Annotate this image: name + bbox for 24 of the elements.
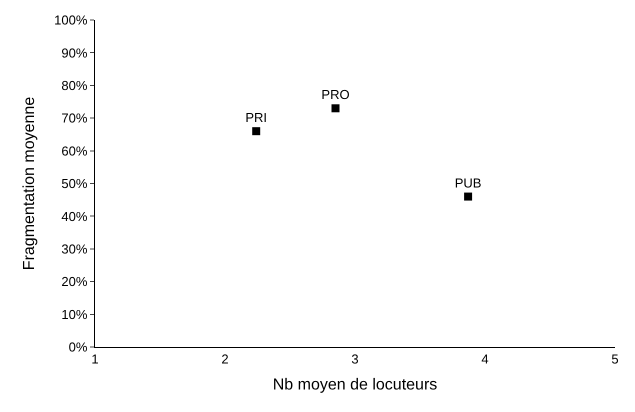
y-tick-label: 70%: [61, 110, 88, 126]
x-tick-label: 2: [221, 352, 229, 367]
y-tick-label: 50%: [61, 176, 88, 192]
series-label: PRO: [321, 87, 350, 102]
x-axis-title: Nb moyen de locuteurs: [272, 376, 438, 394]
point: [252, 127, 260, 136]
y-tick-label: 20%: [61, 274, 88, 290]
point: [332, 104, 340, 112]
y-axis-title: Fragmentation moyenne: [21, 96, 38, 270]
series-label: PRI: [245, 110, 268, 125]
x-tick-label: 3: [351, 352, 359, 367]
y-tick-label: 40%: [61, 208, 88, 224]
y-tick-label: 10%: [61, 306, 88, 322]
y-tick-label: 80%: [61, 78, 88, 93]
y-tick-label: 30%: [61, 241, 88, 256]
y-tick-label: 100%: [54, 12, 88, 28]
y-tick-label: 60%: [61, 143, 88, 158]
y-tick-label: 0%: [68, 340, 88, 355]
x-tick-label: 1: [91, 352, 99, 367]
series-label: PUB: [454, 175, 482, 190]
x-tick-label: 5: [611, 352, 619, 367]
y-tick-label: 90%: [61, 45, 88, 60]
x-tick-label: 4: [481, 352, 489, 367]
point: [464, 192, 472, 201]
